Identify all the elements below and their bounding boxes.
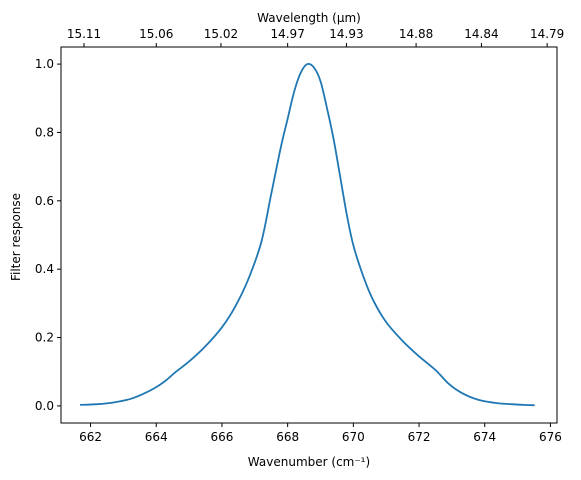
x-tick-label: 666 [211, 430, 234, 444]
x-tick-label: 670 [342, 430, 365, 444]
top-tick-label: 14.79 [530, 27, 564, 41]
y-tick-label: 0.0 [35, 399, 54, 413]
top-tick-label: 14.84 [464, 27, 498, 41]
top-axis-ticks: 15.11 15.06 15.02 14.97 14.93 14.88 14.84 14.79 [67, 27, 564, 47]
top-axis-title: Wavelength (μm) [257, 11, 361, 25]
y-tick-label: 0.8 [35, 125, 54, 139]
x-tick-label: 672 [408, 430, 431, 444]
top-tick-label: 14.97 [270, 27, 304, 41]
x-tick-label: 676 [539, 430, 562, 444]
y-tick-label: 0.4 [35, 262, 54, 276]
y-tick-label: 0.6 [35, 194, 54, 208]
x-tick-label: 662 [79, 430, 102, 444]
x-tick-label: 668 [276, 430, 299, 444]
plot-frame [60, 46, 558, 424]
x-tick-label: 664 [145, 430, 168, 444]
y-tick-label: 0.2 [35, 331, 54, 345]
x-axis-title: Wavenumber (cm⁻¹) [248, 455, 370, 469]
top-tick-label: 14.88 [399, 27, 433, 41]
y-tick-label: 1.0 [35, 57, 54, 71]
y-axis-title: Filter response [9, 193, 23, 281]
x-tick-label: 674 [473, 430, 496, 444]
top-tick-label: 15.11 [67, 27, 101, 41]
top-tick-label: 15.02 [204, 27, 238, 41]
top-tick-label: 14.93 [329, 27, 363, 41]
filter-response-line [79, 62, 535, 407]
top-tick-label: 15.06 [139, 27, 173, 41]
bottom-axis-ticks: 662 664 666 668 670 672 674 676 [79, 423, 562, 444]
series-layer [79, 62, 535, 407]
left-axis-ticks: 0.0 0.2 0.4 0.6 0.8 1.0 [35, 57, 61, 413]
